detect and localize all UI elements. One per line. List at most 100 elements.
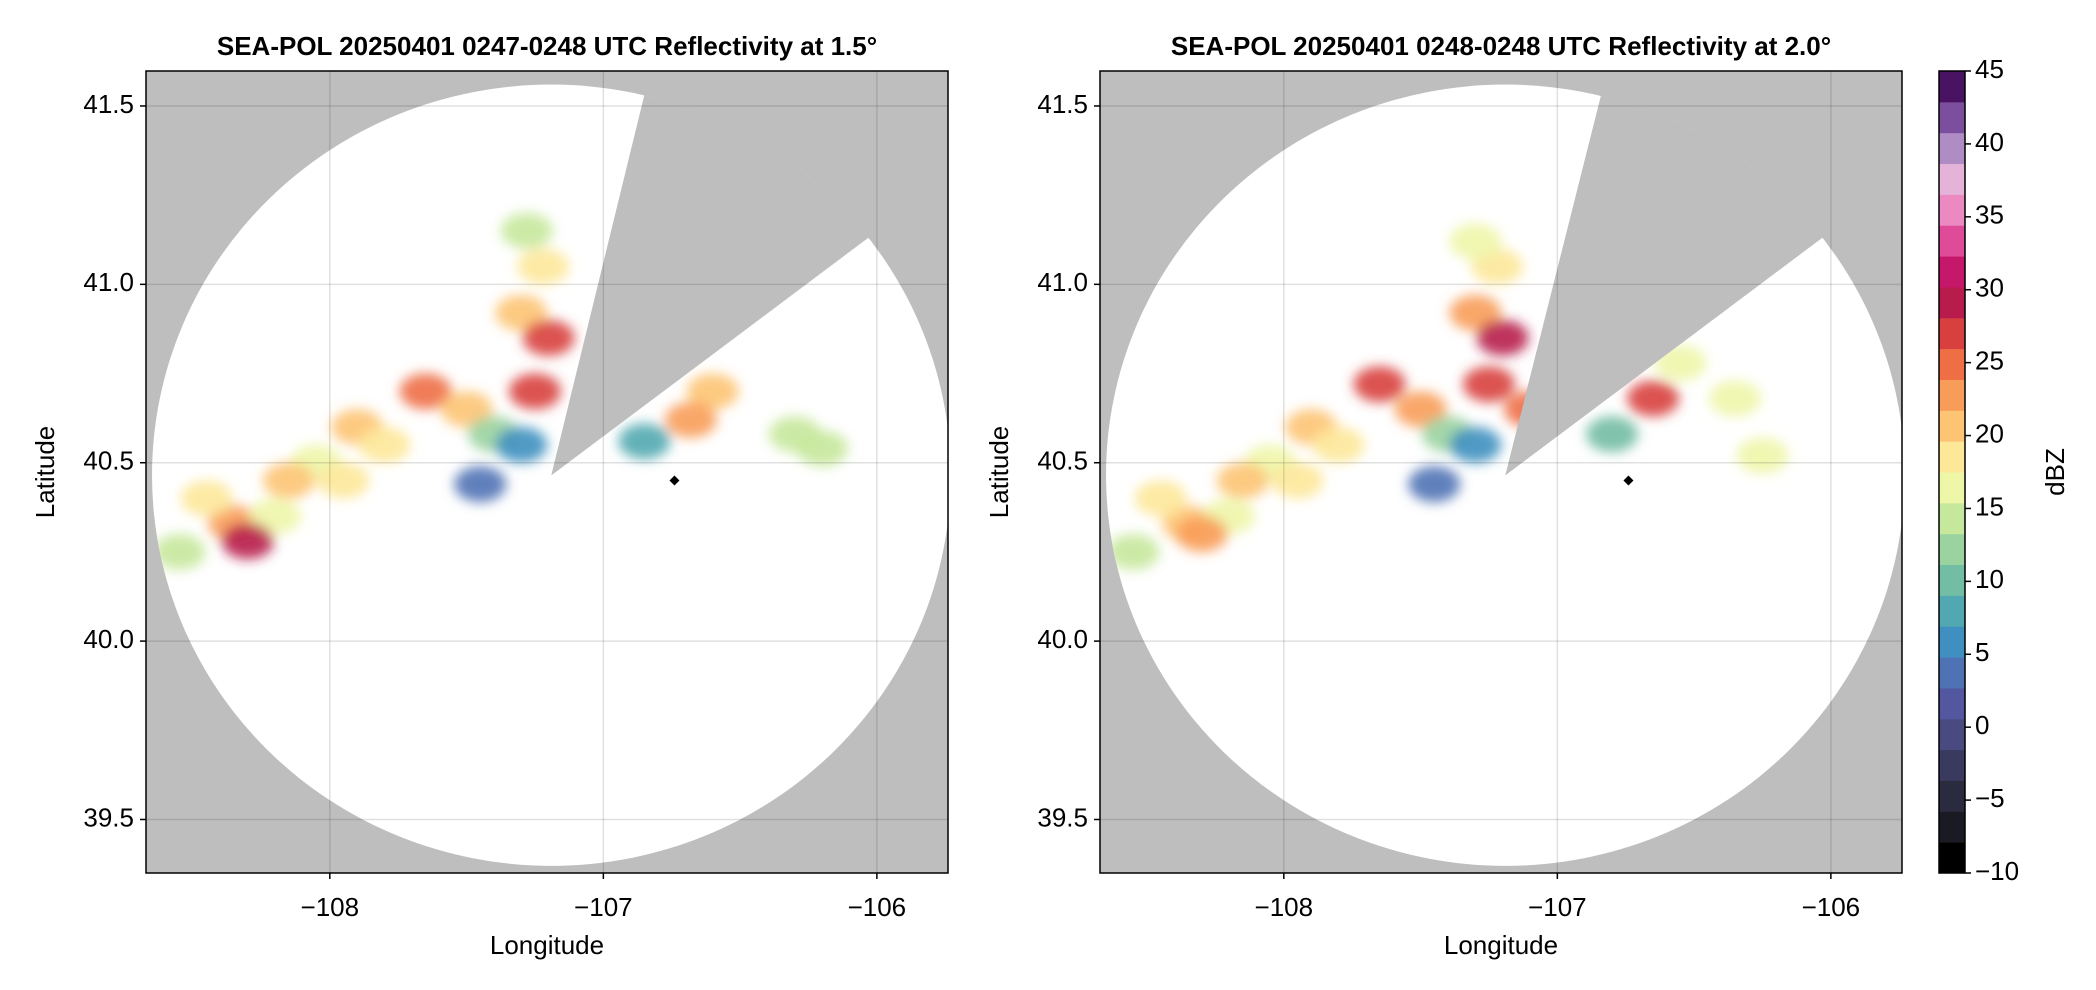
echo-cell [664, 401, 717, 438]
colorbar-band [1939, 379, 1965, 411]
x-tick-label: −108 [1255, 892, 1314, 922]
colorbar-tick-label: −10 [1975, 856, 2019, 886]
colorbar-band [1939, 749, 1965, 781]
colorbar-band [1939, 317, 1965, 350]
colorbar-tick-label: 30 [1975, 273, 2004, 303]
echo-cell [1709, 380, 1762, 417]
echo-cell [1654, 344, 1707, 381]
colorbar-band [1939, 811, 1965, 843]
y-tick-label: 40.0 [83, 624, 134, 654]
colorbar-frame [1938, 70, 1966, 874]
colorbar-band [1939, 780, 1965, 812]
echo-cell [1134, 480, 1187, 517]
chart-title: SEA-POL 20250401 0248-0248 UTC Reflectiv… [1171, 31, 1831, 61]
panel: −108 −107 −106 39.5 40.0 40.5 41.0 41.5 SEA-POL … [984, 31, 1905, 960]
colorbar-band [1939, 225, 1965, 257]
echo-cell [1271, 462, 1324, 499]
echo-cell [1408, 466, 1461, 503]
echo-cell [1449, 294, 1502, 331]
plot-frame [145, 70, 949, 874]
colorbar-tick-label: 10 [1975, 564, 2004, 594]
echo-cell [1462, 366, 1515, 403]
echo-cell [454, 466, 507, 503]
colorbar-band [1939, 533, 1965, 566]
echo-cell [1449, 426, 1502, 463]
echo-cell [522, 319, 575, 356]
echo-cell [495, 294, 548, 331]
echo-cell [1586, 416, 1639, 453]
echo-layer [153, 212, 849, 570]
blocked-sector-overlay [1505, 84, 1905, 476]
echo-cell [1394, 391, 1447, 428]
colorbar-band [1939, 194, 1965, 226]
x-axis-label: Longitude [490, 930, 604, 960]
colorbar-band [1939, 132, 1965, 165]
panel: −108 −107 −106 39.5 40.0 40.5 41.0 41.5 SEA-POL … [30, 31, 951, 960]
echo-cell [221, 523, 274, 560]
radar-marker [669, 475, 680, 486]
echo-cell [1449, 223, 1502, 260]
y-tick-label: 40.5 [1037, 446, 1088, 476]
colorbar-tick-label: 5 [1975, 637, 1989, 667]
echo-cell [517, 248, 570, 285]
y-axis-label: Latitude [30, 426, 60, 519]
x-tick-label: −108 [301, 892, 360, 922]
echo-cell [495, 426, 548, 463]
echo-layer [1107, 223, 1789, 570]
y-tick-label: 41.5 [1037, 89, 1088, 119]
colorbar-tick-label: 40 [1975, 127, 2004, 157]
colorbar-label: dBZ [2040, 448, 2070, 496]
y-tick-label: 40.0 [1037, 624, 1088, 654]
colorbar-tick-label: 45 [1975, 54, 2004, 84]
y-tick-label: 40.5 [83, 446, 134, 476]
x-tick-label: −107 [1528, 892, 1587, 922]
y-tick-label: 39.5 [1037, 802, 1088, 832]
echo-cell [1312, 426, 1365, 463]
echo-cell [1353, 366, 1406, 403]
y-tick-label: 41.0 [1037, 267, 1088, 297]
colorbar-band [1939, 101, 1965, 134]
echo-cell [1736, 437, 1789, 474]
colorbar-tick-label: 0 [1975, 710, 1989, 740]
colorbar-band [1939, 71, 1965, 103]
chart-title: SEA-POL 20250401 0247-0248 UTC Reflectiv… [217, 31, 877, 61]
colorbar-band [1939, 286, 1965, 319]
x-axis-label: Longitude [1444, 930, 1558, 960]
radar-marker [1623, 475, 1634, 486]
echoes [1107, 223, 1789, 570]
colorbar: −10 −5 0 5 10 15 20 25 30 35 40 45 dBZ [1938, 54, 2070, 886]
echo-cell [1476, 319, 1529, 356]
echo-cell [358, 426, 411, 463]
colorbar-band [1939, 348, 1965, 380]
y-axis-label: Latitude [984, 426, 1014, 519]
colorbar-band [1939, 842, 1965, 874]
x-tick-label: −107 [574, 892, 633, 922]
colorbar-tick-label: 15 [1975, 491, 2004, 521]
echo-cell [262, 462, 315, 499]
echo-cell [500, 212, 553, 249]
echo-cell [317, 462, 370, 499]
echo-cell [180, 480, 233, 517]
colorbar-tick-label: 35 [1975, 200, 2004, 230]
colorbar-band [1939, 564, 1965, 596]
echo-cell [249, 498, 302, 535]
blocked-sector-overlay [551, 84, 951, 476]
colorbar-band [1939, 472, 1965, 504]
echo-cell [1216, 462, 1269, 499]
colorbar-band [1939, 657, 1965, 689]
y-tick-label: 41.0 [83, 267, 134, 297]
echo-cell [796, 430, 849, 467]
echo-cell [508, 373, 561, 410]
x-tick-label: −106 [848, 892, 907, 922]
echo-cell [686, 373, 739, 410]
colorbar-band [1939, 595, 1965, 627]
colorbar-band [1939, 441, 1965, 473]
colorbar-band [1939, 687, 1965, 720]
echo-cell [440, 391, 493, 428]
colorbar-tick-label: −5 [1975, 783, 2005, 813]
colorbar-tick-label: 20 [1975, 418, 2004, 448]
colorbar-band [1939, 718, 1965, 751]
echo-cell [153, 533, 206, 570]
x-tick-label: −106 [1802, 892, 1861, 922]
